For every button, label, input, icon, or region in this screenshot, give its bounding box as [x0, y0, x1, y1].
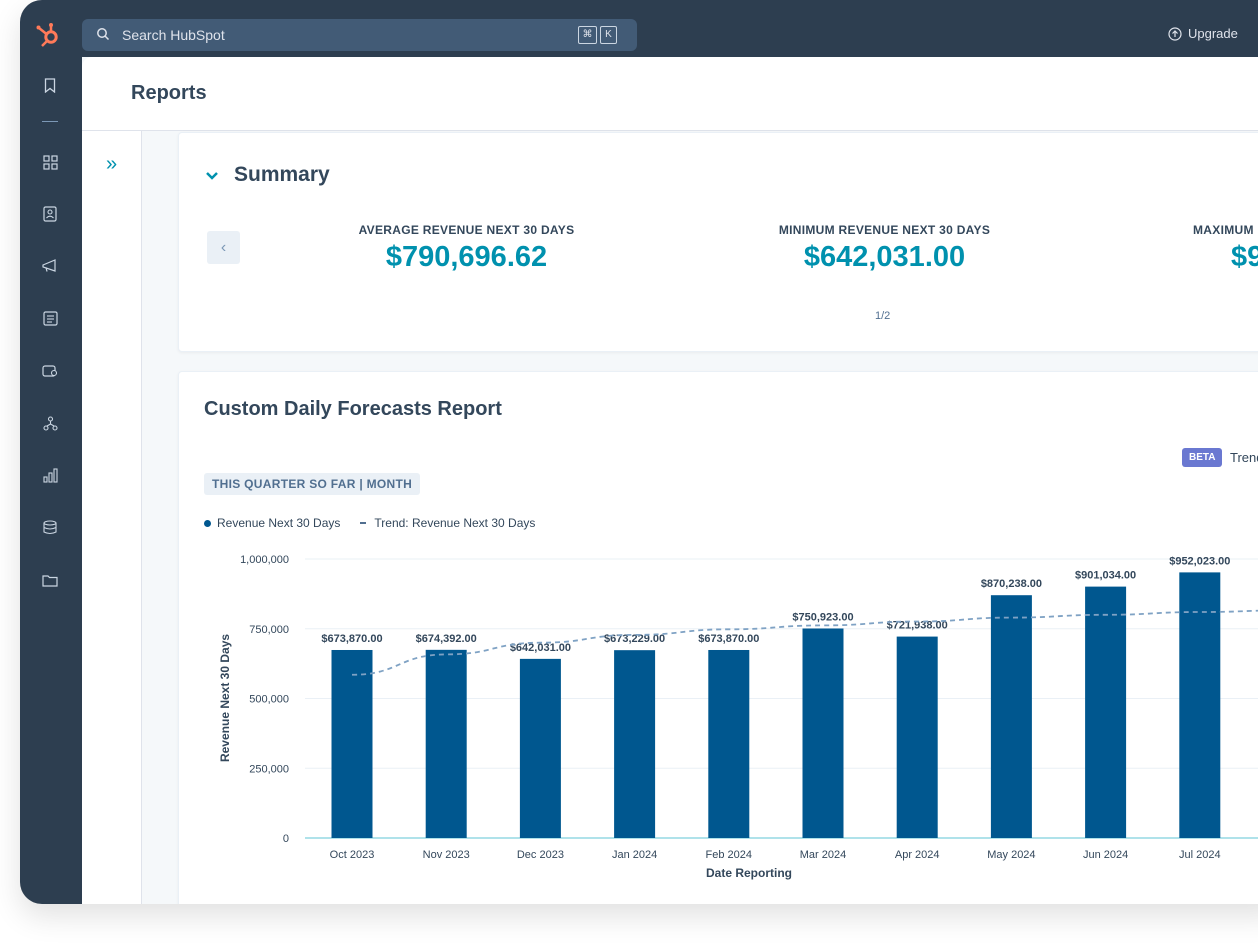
metric-label: AVERAGE REVENUE NEXT 30 DAYS [358, 223, 575, 237]
workflows-icon[interactable] [41, 414, 59, 432]
y-tick-label: 1,000,000 [240, 554, 289, 566]
beta-badge: BETA [1182, 448, 1223, 467]
legend-marker-trend [360, 522, 367, 524]
x-tick-label: Feb 2024 [706, 849, 752, 861]
y-tick-label: 500,000 [249, 694, 289, 706]
trend-line [351, 609, 1258, 676]
x-tick-label: May 2024 [987, 849, 1035, 861]
legend-item[interactable]: Revenue Next 30 Days [217, 516, 341, 530]
data-label: $674,392.00 [416, 633, 477, 645]
report-card: Custom Daily Forecasts Report BETA Trend… [178, 371, 1258, 904]
expand-panel-icon[interactable]: » [106, 153, 118, 175]
chart-bar[interactable] [614, 650, 656, 838]
upgrade-button[interactable]: Upgrade [1168, 26, 1238, 41]
data-label: $870,238.00 [981, 578, 1042, 590]
data-label: $750,923.00 [792, 611, 853, 623]
x-tick-label: Mar 2024 [800, 849, 846, 861]
upgrade-label: Upgrade [1188, 26, 1238, 41]
summary-title[interactable]: Summary [234, 163, 330, 186]
x-tick-label: Jan 2024 [612, 849, 657, 861]
legend-marker-bar [204, 519, 211, 527]
chart-legend: Revenue Next 30 Days Trend: Revenue Next… [204, 516, 535, 530]
shortcut-cmd-key: ⌘ [578, 26, 597, 44]
bar-chart: 0 250,000 500,000 750,000 1,000,000 $673,870.… [218, 554, 1258, 880]
reports-icon[interactable] [41, 466, 59, 484]
chart-bar[interactable] [990, 595, 1032, 838]
page-header: Reports [82, 57, 1258, 131]
collapsed-filter-panel: » [82, 131, 142, 904]
megaphone-icon[interactable] [41, 257, 59, 275]
x-tick-label: Apr 2024 [895, 849, 940, 861]
x-tick-label: Oct 2023 [330, 849, 375, 861]
legend-item[interactable]: Trend: Revenue Next 30 Days [374, 516, 536, 530]
x-tick-label: Jul 2024 [1179, 849, 1221, 861]
data-label: $901,034.00 [1075, 570, 1136, 582]
y-tick-label: 0 [283, 833, 289, 845]
data-label: $673,870.00 [321, 633, 382, 645]
summary-card: Summary ‹ AVERAGE REVENUE NEXT 30 DAYS $… [178, 132, 1258, 352]
summary-pager: 1/2 [875, 310, 891, 322]
x-tick-label: Jun 2024 [1083, 849, 1128, 861]
chart-bar[interactable] [331, 649, 373, 838]
data-label: $673,870.00 [698, 633, 759, 645]
metric-value: $642,031.00 [803, 241, 966, 273]
metric-value: $95 [1231, 241, 1258, 273]
report-title: Custom Daily Forecasts Report [204, 398, 502, 420]
chart-bar[interactable] [1085, 586, 1127, 838]
chevron-left-icon: ‹ [220, 239, 227, 256]
trend-label[interactable]: Trend [1230, 450, 1258, 465]
dashboard-icon[interactable] [41, 153, 59, 171]
content-icon[interactable] [41, 309, 59, 327]
chart-bar[interactable] [1179, 572, 1221, 838]
chart-bar[interactable] [708, 649, 750, 838]
contacts-icon[interactable] [41, 205, 59, 223]
main-content: Reports » Summary ‹ AVERAGE REVENUE NEXT… [82, 57, 1258, 904]
page-title: Reports [131, 82, 207, 104]
filter-chip[interactable]: THIS QUARTER SO FAR | MONTH [204, 473, 421, 495]
metric-label: MAXIMUM [1193, 223, 1254, 237]
y-tick-label: 250,000 [249, 763, 289, 775]
data-label: $952,023.00 [1169, 555, 1230, 567]
chart-bar[interactable] [425, 649, 467, 838]
search-icon [97, 28, 110, 41]
y-axis-title: Revenue Next 30 Days [218, 634, 232, 762]
chart-bar[interactable] [896, 636, 938, 838]
data-label: $642,031.00 [510, 642, 571, 654]
chart-bar[interactable] [802, 628, 844, 838]
x-tick-label: Dec 2023 [517, 849, 564, 861]
chart-bar[interactable] [519, 658, 561, 838]
x-axis-title: Date Reporting [706, 866, 792, 880]
chevron-down-icon[interactable] [205, 168, 219, 186]
bookmark-icon[interactable] [41, 76, 59, 94]
search-input[interactable]: Search HubSpot ⌘ K [82, 19, 637, 51]
previous-page-button[interactable]: ‹ [207, 231, 240, 264]
sidebar-divider [42, 121, 58, 122]
metric-value: $790,696.62 [385, 241, 548, 273]
hubspot-logo[interactable] [35, 22, 61, 48]
app-frame: Search HubSpot ⌘ K Upgrade [20, 0, 1258, 904]
data-icon[interactable] [41, 518, 59, 536]
shortcut-k-key: K [600, 26, 617, 44]
y-tick-label: 750,000 [249, 624, 289, 636]
commerce-icon[interactable] [41, 362, 59, 380]
search-placeholder: Search HubSpot [122, 27, 225, 43]
upgrade-icon [1168, 26, 1182, 41]
data-label: $673,229.00 [604, 633, 665, 645]
folder-icon[interactable] [41, 571, 59, 589]
metric-label: MINIMUM REVENUE NEXT 30 DAYS [778, 223, 991, 237]
data-label: $721,938.00 [887, 620, 948, 632]
x-tick-label: Nov 2023 [423, 849, 470, 861]
